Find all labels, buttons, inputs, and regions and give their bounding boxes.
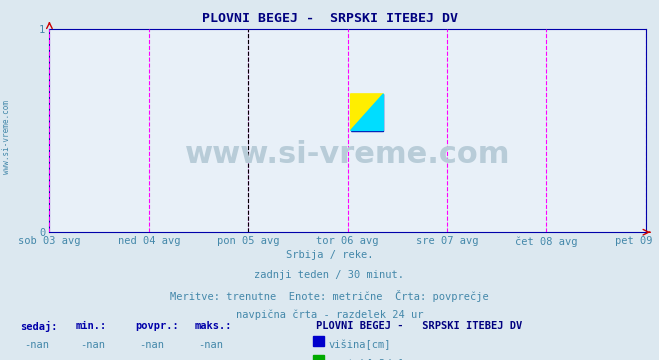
Text: PLOVNI BEGEJ -  SRPSKI ITEBEJ DV: PLOVNI BEGEJ - SRPSKI ITEBEJ DV xyxy=(202,12,457,24)
Text: PLOVNI BEGEJ -   SRPSKI ITEBEJ DV: PLOVNI BEGEJ - SRPSKI ITEBEJ DV xyxy=(316,321,523,331)
Text: min.:: min.: xyxy=(76,321,107,331)
Text: Srbija / reke.: Srbija / reke. xyxy=(286,250,373,260)
Text: -nan: -nan xyxy=(80,340,105,350)
Text: pretok[m3/s]: pretok[m3/s] xyxy=(329,359,404,360)
Text: navpična črta - razdelek 24 ur: navpična črta - razdelek 24 ur xyxy=(236,310,423,320)
Text: povpr.:: povpr.: xyxy=(135,321,179,331)
Polygon shape xyxy=(351,94,384,130)
Text: -nan: -nan xyxy=(139,359,164,360)
Text: -nan: -nan xyxy=(198,340,223,350)
Text: -nan: -nan xyxy=(198,359,223,360)
Text: zadnji teden / 30 minut.: zadnji teden / 30 minut. xyxy=(254,270,405,280)
Polygon shape xyxy=(351,94,384,130)
Text: www.si-vreme.com: www.si-vreme.com xyxy=(185,140,510,170)
Text: maks.:: maks.: xyxy=(194,321,232,331)
Text: sedaj:: sedaj: xyxy=(20,321,57,332)
Text: -nan: -nan xyxy=(24,340,49,350)
Text: -nan: -nan xyxy=(139,340,164,350)
Text: višina[cm]: višina[cm] xyxy=(329,340,391,350)
Text: www.si-vreme.com: www.si-vreme.com xyxy=(2,100,11,174)
Polygon shape xyxy=(351,94,384,130)
Text: Meritve: trenutne  Enote: metrične  Črta: povprečje: Meritve: trenutne Enote: metrične Črta: … xyxy=(170,290,489,302)
Text: -nan: -nan xyxy=(80,359,105,360)
Text: -nan: -nan xyxy=(24,359,49,360)
